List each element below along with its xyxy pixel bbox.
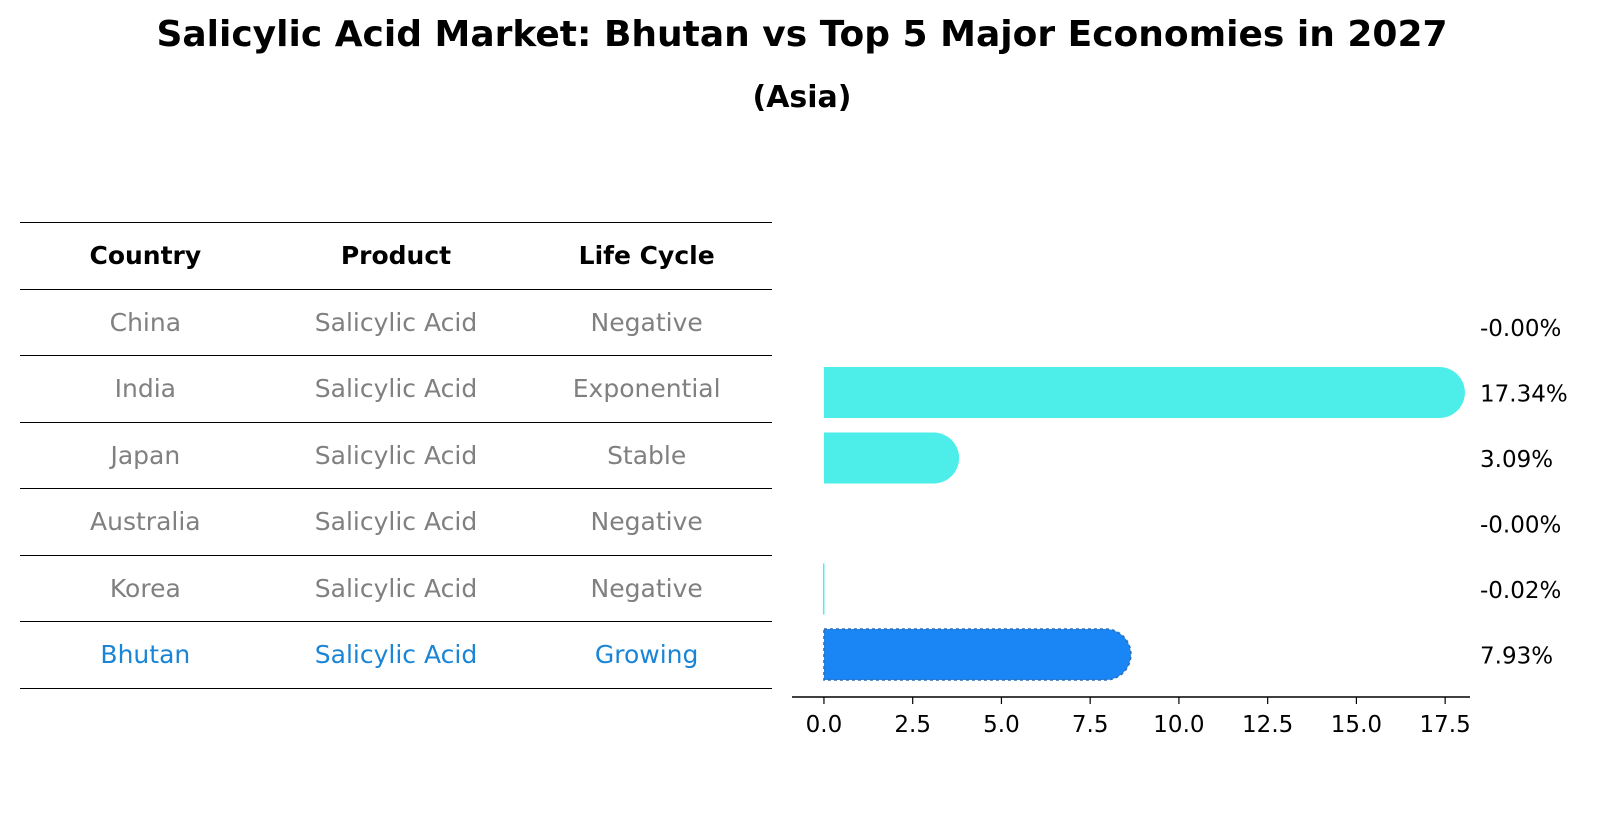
cell-life-cycle: Exponential (521, 355, 772, 422)
cell-product: Salicylic Acid (270, 421, 522, 489)
data-label-india: 17.34% (1480, 382, 1568, 408)
data-label-australia: -0.00% (1480, 513, 1561, 539)
cell-life-cycle: Negative (521, 288, 772, 356)
x-tick-label: 2.5 (894, 712, 931, 738)
cell-product: Salicylic Acid (270, 621, 522, 689)
table-row-highlight: Bhutan Salicylic Acid Growing (20, 621, 772, 689)
x-tick-label: 7.5 (1072, 712, 1109, 738)
cell-country: Australia (20, 488, 271, 555)
cell-life-cycle: Negative (521, 554, 772, 622)
data-label-bhutan: 7.93% (1480, 644, 1553, 670)
cell-life-cycle: Negative (521, 488, 772, 555)
chart-title: Salicylic Acid Market: Bhutan vs Top 5 M… (156, 14, 1448, 55)
data-label-korea: -0.02% (1480, 578, 1561, 604)
data-label-china: -0.00% (1480, 316, 1561, 342)
cell-product: Salicylic Acid (270, 288, 522, 356)
x-tick-label: 17.5 (1420, 712, 1471, 738)
table-row: Japan Salicylic Acid Stable (20, 421, 772, 489)
cell-product: Salicylic Acid (270, 355, 522, 422)
header-product: Product (270, 222, 522, 289)
bar-bhutan (823, 628, 1132, 681)
x-tick-label: 12.5 (1242, 712, 1293, 738)
x-tick-label: 15.0 (1331, 712, 1382, 738)
x-tick-label: 5.0 (983, 712, 1020, 738)
cell-country: China (20, 288, 271, 356)
header-life-cycle: Life Cycle (521, 222, 772, 289)
bar-india (823, 367, 1465, 418)
cell-life-cycle: Growing (521, 621, 772, 689)
table-header-row: Country Product Life Cycle (20, 222, 772, 289)
header-country: Country (20, 222, 271, 289)
x-tick-label: 10.0 (1153, 712, 1204, 738)
market-table: Country Product Life Cycle China Salicyl… (20, 222, 772, 689)
cell-country: Bhutan (20, 621, 271, 689)
chart-subtitle: (Asia) (752, 80, 852, 115)
bar-korea (822, 563, 825, 615)
table-row: China Salicylic Acid Negative (20, 288, 772, 356)
table-row: India Salicylic Acid Exponential (20, 355, 772, 422)
data-label-japan: 3.09% (1480, 447, 1553, 473)
table-row: Australia Salicylic Acid Negative (20, 488, 772, 555)
bar-japan (823, 432, 960, 484)
cell-country: Japan (20, 421, 271, 489)
cell-country: India (20, 355, 271, 422)
cell-product: Salicylic Acid (270, 554, 522, 622)
x-tick-label: 0.0 (806, 712, 843, 738)
cell-life-cycle: Stable (521, 421, 772, 489)
table-row: Korea Salicylic Acid Negative (20, 554, 772, 622)
cell-product: Salicylic Acid (270, 488, 522, 555)
cell-country: Korea (20, 554, 271, 622)
